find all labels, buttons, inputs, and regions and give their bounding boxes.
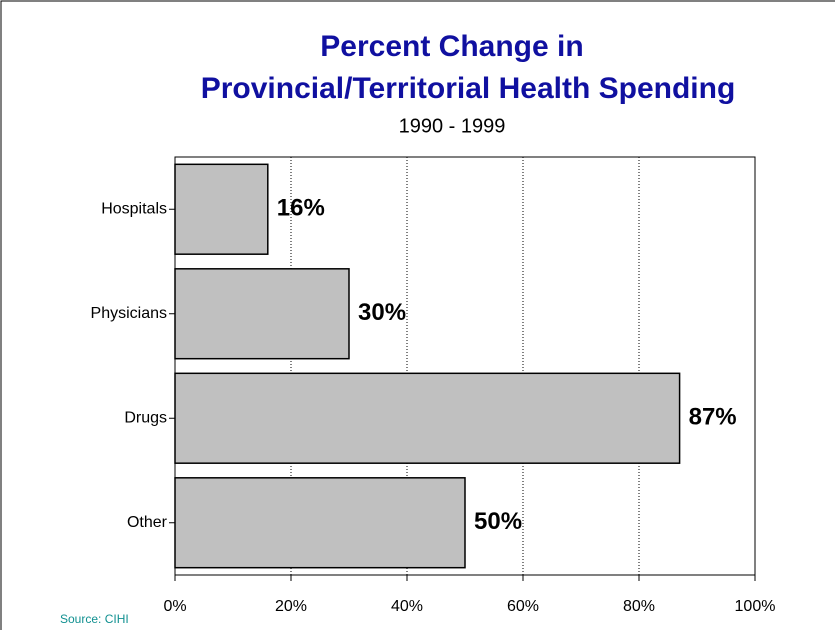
x-tick-label: 80% [623, 598, 655, 615]
bar [174, 163, 269, 255]
y-tick-label: Physicians [91, 305, 167, 322]
chart-title: Percent Change in [320, 30, 583, 63]
value-label: 30% [358, 299, 406, 326]
x-tick-label: 0% [163, 598, 186, 615]
y-tick-label: Hospitals [101, 200, 167, 217]
chart-title: Provincial/Territorial Health Spending [201, 72, 736, 105]
x-tick-label: 60% [507, 598, 539, 615]
plot-area [174, 156, 756, 576]
x-tick-label: 40% [391, 598, 423, 615]
chart-subtitle: 1990 - 1999 [399, 115, 506, 137]
y-tick-label: Drugs [124, 409, 167, 426]
bar [174, 477, 466, 569]
x-tick-label: 100% [735, 598, 776, 615]
x-tick-label: 20% [275, 598, 307, 615]
source-note: Source: CIHI [60, 612, 129, 626]
y-tick-label: Other [127, 514, 168, 531]
bar [174, 372, 681, 464]
bar [174, 268, 350, 360]
value-label: 87% [689, 404, 737, 431]
value-label: 16% [277, 195, 325, 222]
value-label: 50% [474, 508, 522, 535]
